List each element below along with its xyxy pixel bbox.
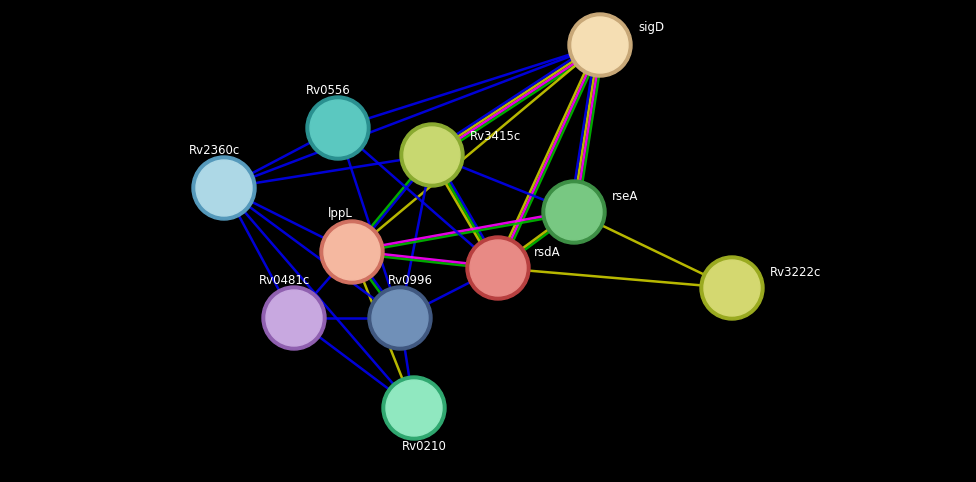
Circle shape bbox=[546, 184, 602, 240]
Circle shape bbox=[192, 156, 256, 220]
Circle shape bbox=[266, 290, 322, 346]
Text: rseA: rseA bbox=[612, 189, 638, 202]
Circle shape bbox=[466, 236, 530, 300]
Text: Rv0556: Rv0556 bbox=[305, 83, 350, 96]
Circle shape bbox=[196, 160, 252, 216]
Circle shape bbox=[400, 123, 464, 187]
Circle shape bbox=[542, 180, 606, 244]
Circle shape bbox=[368, 286, 432, 350]
Text: Rv0996: Rv0996 bbox=[387, 273, 432, 286]
Circle shape bbox=[704, 260, 760, 316]
Circle shape bbox=[572, 17, 628, 73]
Circle shape bbox=[386, 380, 442, 436]
Text: Rv0210: Rv0210 bbox=[401, 440, 446, 453]
Circle shape bbox=[568, 13, 632, 77]
Text: rsdA: rsdA bbox=[534, 245, 560, 258]
Circle shape bbox=[382, 376, 446, 440]
Circle shape bbox=[310, 100, 366, 156]
Text: Rv3222c: Rv3222c bbox=[770, 266, 822, 279]
Text: Rv2360c: Rv2360c bbox=[188, 144, 240, 157]
Text: Rv0481c: Rv0481c bbox=[259, 273, 309, 286]
Circle shape bbox=[306, 96, 370, 160]
Circle shape bbox=[700, 256, 764, 320]
Text: Rv3415c: Rv3415c bbox=[470, 131, 521, 144]
Text: lppL: lppL bbox=[328, 207, 352, 220]
Circle shape bbox=[262, 286, 326, 350]
Circle shape bbox=[470, 240, 526, 296]
Text: sigD: sigD bbox=[638, 21, 664, 34]
Circle shape bbox=[372, 290, 428, 346]
Circle shape bbox=[320, 220, 384, 284]
Circle shape bbox=[324, 224, 380, 280]
Circle shape bbox=[404, 127, 460, 183]
